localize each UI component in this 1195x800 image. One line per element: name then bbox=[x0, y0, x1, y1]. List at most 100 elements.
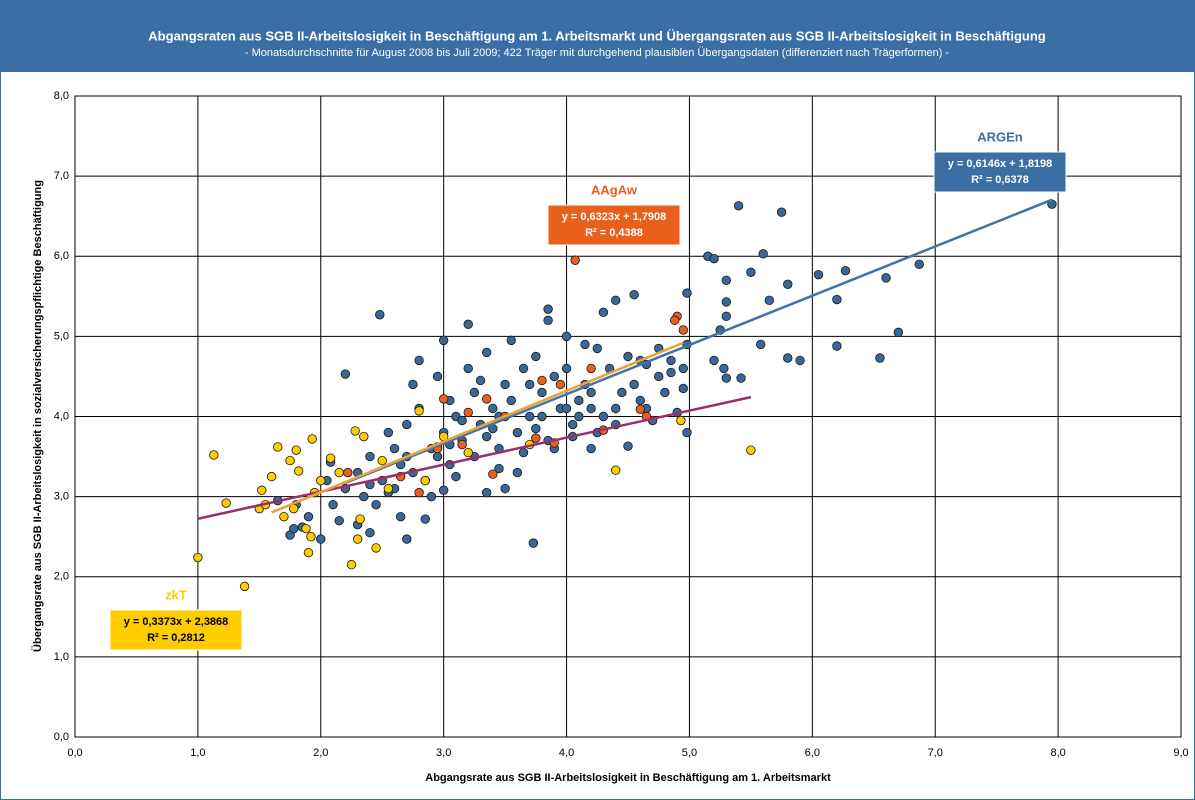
point bbox=[543, 315, 553, 326]
point bbox=[586, 387, 596, 398]
point bbox=[721, 311, 732, 322]
point bbox=[328, 499, 338, 510]
point bbox=[488, 403, 498, 414]
x-tick-label: 9,0 bbox=[1173, 747, 1188, 759]
point bbox=[531, 433, 541, 443]
series-name: AAgAw bbox=[591, 182, 638, 197]
point bbox=[561, 331, 572, 342]
point bbox=[303, 548, 314, 558]
point bbox=[574, 411, 584, 422]
point bbox=[611, 465, 621, 475]
point bbox=[666, 355, 676, 366]
x-tick-label: 0,0 bbox=[67, 747, 82, 759]
header-band bbox=[0, 0, 1195, 72]
point bbox=[721, 297, 732, 307]
point bbox=[239, 581, 250, 592]
point bbox=[303, 511, 314, 522]
point bbox=[783, 353, 793, 363]
trend-r2: R² = 0,6378 bbox=[971, 174, 1029, 186]
point bbox=[457, 415, 467, 426]
annotation-box bbox=[109, 609, 243, 651]
point bbox=[414, 406, 424, 416]
point bbox=[316, 475, 326, 486]
point bbox=[463, 363, 473, 374]
point bbox=[432, 371, 443, 382]
point bbox=[481, 347, 492, 358]
point bbox=[598, 411, 609, 422]
point bbox=[746, 267, 756, 277]
point bbox=[570, 255, 580, 265]
point bbox=[432, 451, 443, 462]
point bbox=[273, 442, 283, 452]
point bbox=[518, 363, 529, 374]
point bbox=[469, 387, 480, 398]
y-tick-label: 1,0 bbox=[54, 651, 69, 663]
point bbox=[635, 404, 645, 414]
point bbox=[316, 534, 326, 544]
point bbox=[676, 415, 686, 426]
point bbox=[549, 371, 559, 382]
point bbox=[561, 363, 572, 374]
point bbox=[395, 511, 406, 522]
point bbox=[221, 498, 231, 508]
y-tick-label: 0,0 bbox=[54, 731, 69, 743]
point bbox=[402, 534, 412, 544]
x-tick-label: 4,0 bbox=[559, 747, 574, 759]
point bbox=[375, 310, 385, 320]
point bbox=[746, 445, 756, 455]
point bbox=[795, 355, 805, 366]
point bbox=[669, 315, 680, 326]
x-tick-label: 1,0 bbox=[190, 747, 205, 759]
trend-equation: y = 0,6146x + 1,8198 bbox=[948, 158, 1053, 170]
point bbox=[279, 511, 289, 522]
point bbox=[832, 294, 842, 305]
point bbox=[371, 543, 381, 553]
point bbox=[682, 288, 692, 298]
point bbox=[580, 339, 590, 350]
point bbox=[377, 455, 387, 466]
y-tick-label: 4,0 bbox=[54, 410, 69, 422]
point bbox=[586, 403, 596, 414]
point bbox=[438, 335, 449, 346]
point bbox=[359, 491, 369, 502]
point bbox=[678, 363, 689, 374]
point bbox=[383, 427, 394, 438]
y-tick-label: 7,0 bbox=[54, 170, 69, 182]
point bbox=[524, 411, 535, 422]
point bbox=[709, 355, 719, 366]
point bbox=[291, 445, 301, 455]
point bbox=[733, 201, 744, 211]
y-tick-label: 2,0 bbox=[54, 571, 69, 583]
point bbox=[340, 369, 351, 379]
point bbox=[307, 434, 317, 444]
point bbox=[451, 471, 461, 482]
point bbox=[611, 403, 621, 414]
point bbox=[463, 407, 473, 418]
x-tick-label: 7,0 bbox=[928, 747, 943, 759]
point bbox=[500, 483, 510, 494]
point bbox=[325, 453, 336, 463]
point bbox=[635, 395, 645, 406]
point bbox=[721, 373, 732, 383]
point bbox=[776, 207, 787, 217]
x-tick-label: 8,0 bbox=[1050, 747, 1065, 759]
point bbox=[293, 466, 304, 476]
y-tick-label: 3,0 bbox=[54, 491, 69, 503]
point bbox=[654, 371, 664, 382]
trend-r2: R² = 0,2812 bbox=[147, 632, 205, 644]
point bbox=[289, 523, 299, 534]
point bbox=[555, 379, 566, 390]
point bbox=[528, 538, 539, 548]
point bbox=[543, 304, 553, 314]
point bbox=[531, 351, 541, 362]
x-tick-label: 6,0 bbox=[805, 747, 820, 759]
annotation-box bbox=[547, 204, 681, 246]
point bbox=[359, 431, 369, 442]
point bbox=[736, 373, 746, 383]
point bbox=[457, 439, 467, 450]
point bbox=[561, 403, 572, 414]
point bbox=[592, 343, 602, 354]
point bbox=[709, 253, 719, 264]
point bbox=[524, 379, 535, 390]
